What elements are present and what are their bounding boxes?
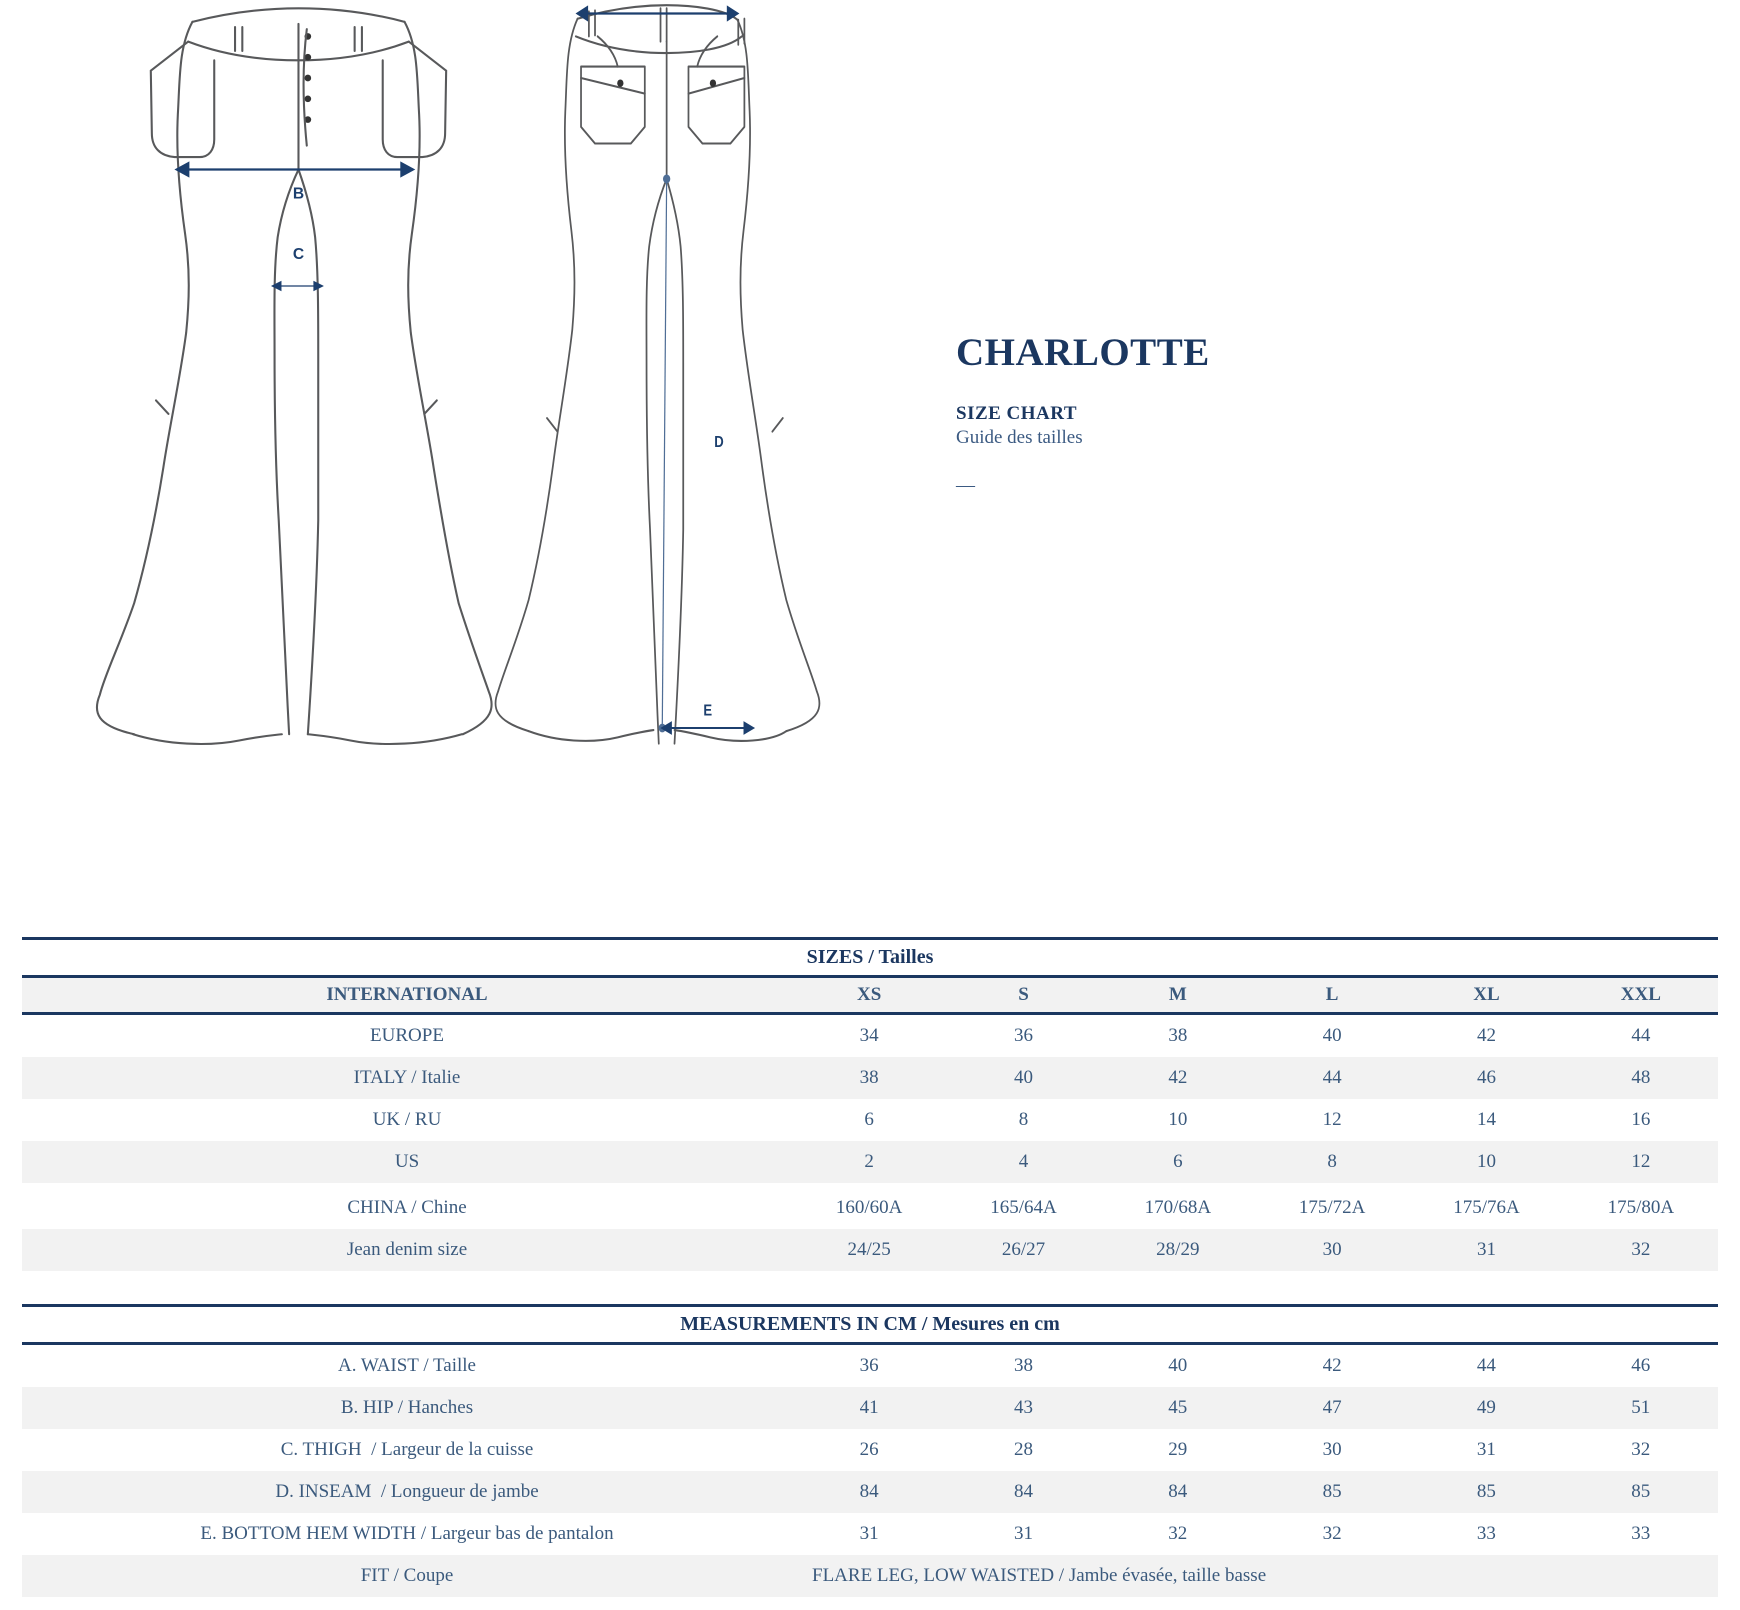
svg-text:E: E xyxy=(703,703,712,720)
svg-text:D: D xyxy=(714,434,723,451)
svg-text:B: B xyxy=(293,186,304,203)
svg-text:C: C xyxy=(293,246,304,263)
